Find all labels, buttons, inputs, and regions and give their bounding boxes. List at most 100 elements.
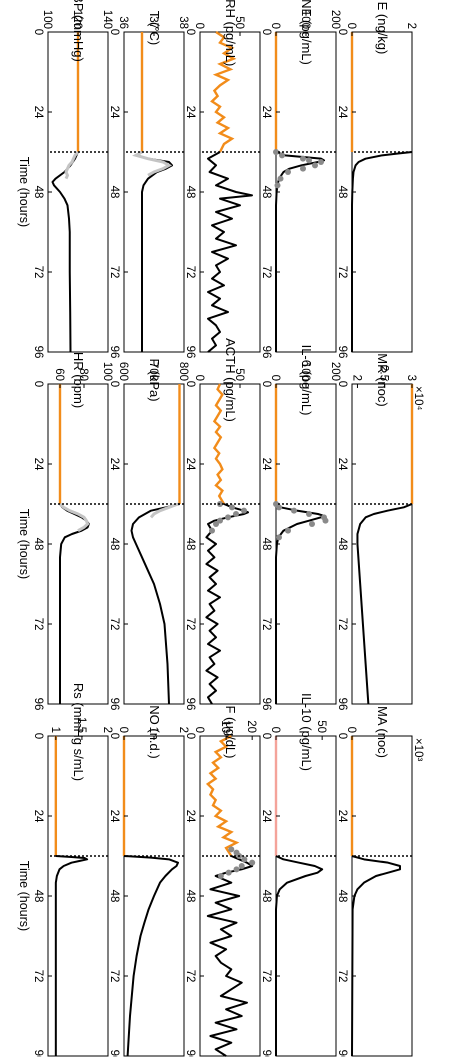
panel-title: P (kPa)	[147, 358, 162, 401]
x-tick-label: 24	[260, 810, 272, 823]
x-tick-label: 96	[336, 1050, 348, 1057]
data-point	[213, 521, 219, 527]
x-tick-label: 96	[108, 346, 120, 359]
response-line	[54, 855, 89, 1056]
x-tick-label: 0	[260, 733, 272, 739]
x-tick-label: 24	[336, 810, 348, 823]
x-tick-label: 96	[260, 346, 272, 359]
x-tick-label: 72	[32, 970, 44, 983]
panel-frame	[275, 383, 337, 705]
response-line	[356, 503, 413, 705]
x-tick-label: 48	[336, 538, 348, 551]
response-line	[123, 855, 179, 1057]
y-tick-label: 2	[350, 375, 362, 381]
exponent-label: ×10³	[412, 738, 424, 762]
response-line	[59, 503, 90, 704]
x-tick-label: 24	[260, 458, 272, 471]
x-tick-label: 24	[336, 458, 348, 471]
y-tick-label: 3	[405, 375, 417, 381]
response-line	[130, 503, 180, 705]
data-point	[225, 514, 231, 521]
x-tick-label: 96	[260, 698, 272, 711]
data-point	[312, 162, 318, 169]
data-trace	[132, 150, 173, 177]
panel-title: TNF (pg/mL)	[299, 0, 314, 65]
y-tick-label: 10	[219, 720, 231, 733]
panel-title: MR (noc)	[375, 353, 390, 406]
data-point	[277, 175, 284, 182]
data-point	[273, 149, 279, 155]
x-tick-label: 24	[32, 810, 44, 823]
data-point	[285, 169, 291, 175]
x-tick-label: 24	[32, 106, 44, 119]
x-tick-label: 48	[260, 186, 272, 199]
y-tick-label: 120	[71, 10, 83, 29]
data-point	[300, 155, 306, 162]
x-axis-label: Time (hours)	[17, 157, 31, 227]
data-point	[300, 165, 306, 172]
data-point	[279, 152, 285, 159]
x-tick-label: 72	[336, 970, 348, 983]
response-line	[207, 151, 253, 353]
x-tick-label: 48	[260, 538, 272, 551]
x-tick-label: 96	[32, 1050, 44, 1057]
response-line	[275, 855, 324, 1056]
y-tick-label: 1.5	[75, 717, 87, 733]
x-tick-label: 0	[32, 733, 44, 739]
x-tick-label: 96	[32, 346, 44, 359]
x-tick-label: 0	[260, 381, 272, 387]
x-tick-label: 72	[336, 618, 348, 631]
panel-title: IL-6 (pg/mL)	[299, 345, 314, 416]
y-tick-label: 100	[101, 362, 113, 381]
data-point	[306, 511, 312, 517]
x-tick-label: 72	[32, 618, 44, 631]
x-tick-label: 72	[108, 618, 120, 631]
x-tick-label: 72	[260, 266, 272, 279]
x-tick-label: 0	[108, 29, 120, 35]
data-trace	[149, 502, 179, 519]
y-tick-label: 0	[193, 375, 205, 381]
x-tick-label: 48	[336, 890, 348, 903]
x-tick-label: 48	[32, 538, 44, 551]
panel-acth: 0 50 0 24 48 72 96 ACTH (pg/mL)	[184, 338, 261, 710]
y-tick-label: 0	[193, 727, 205, 733]
x-tick-label: 24	[184, 810, 196, 823]
panel-frame	[123, 31, 185, 353]
data-point	[233, 866, 240, 873]
panel-title: HR (bpm)	[71, 352, 86, 408]
y-tick-label: 37	[147, 16, 159, 29]
panel-frame	[351, 31, 413, 353]
data-point	[291, 507, 297, 514]
panel-title: CRH (pg/mL)	[223, 0, 238, 66]
data-point	[217, 517, 223, 524]
x-tick-label: 48	[260, 890, 272, 903]
x-tick-label: 96	[108, 1050, 120, 1057]
panel-p: 600 700 800 0 24 48 72 96 P (kPa)	[108, 358, 189, 710]
x-tick-label: 96	[260, 1050, 272, 1057]
panel-frame	[275, 31, 337, 353]
response-line	[275, 151, 325, 352]
data-point	[228, 846, 235, 853]
data-point	[217, 873, 224, 879]
y-tick-label: 800	[177, 362, 189, 381]
panel-frame	[123, 383, 185, 705]
data-point	[306, 157, 312, 164]
y-tick-label: 0	[117, 727, 129, 733]
x-tick-label: 96	[184, 1050, 196, 1057]
x-tick-label: 96	[336, 346, 348, 359]
y-tick-label: 60	[53, 368, 65, 381]
x-tick-label: 72	[184, 618, 196, 631]
y-tick-label: 140	[101, 10, 113, 29]
y-tick-label: 0	[193, 23, 205, 29]
x-tick-label: 48	[32, 890, 44, 903]
x-tick-label: 72	[336, 266, 348, 279]
y-tick-label: 0	[269, 727, 281, 733]
baseline-line	[212, 383, 226, 505]
panel-title: ACTH (pg/mL)	[223, 338, 238, 422]
y-tick-label: 700	[147, 362, 159, 381]
baseline-line	[210, 31, 237, 153]
response-line	[136, 151, 173, 352]
panel-title: E (ng/kg)	[375, 2, 390, 55]
y-tick-label: 100	[299, 362, 311, 381]
